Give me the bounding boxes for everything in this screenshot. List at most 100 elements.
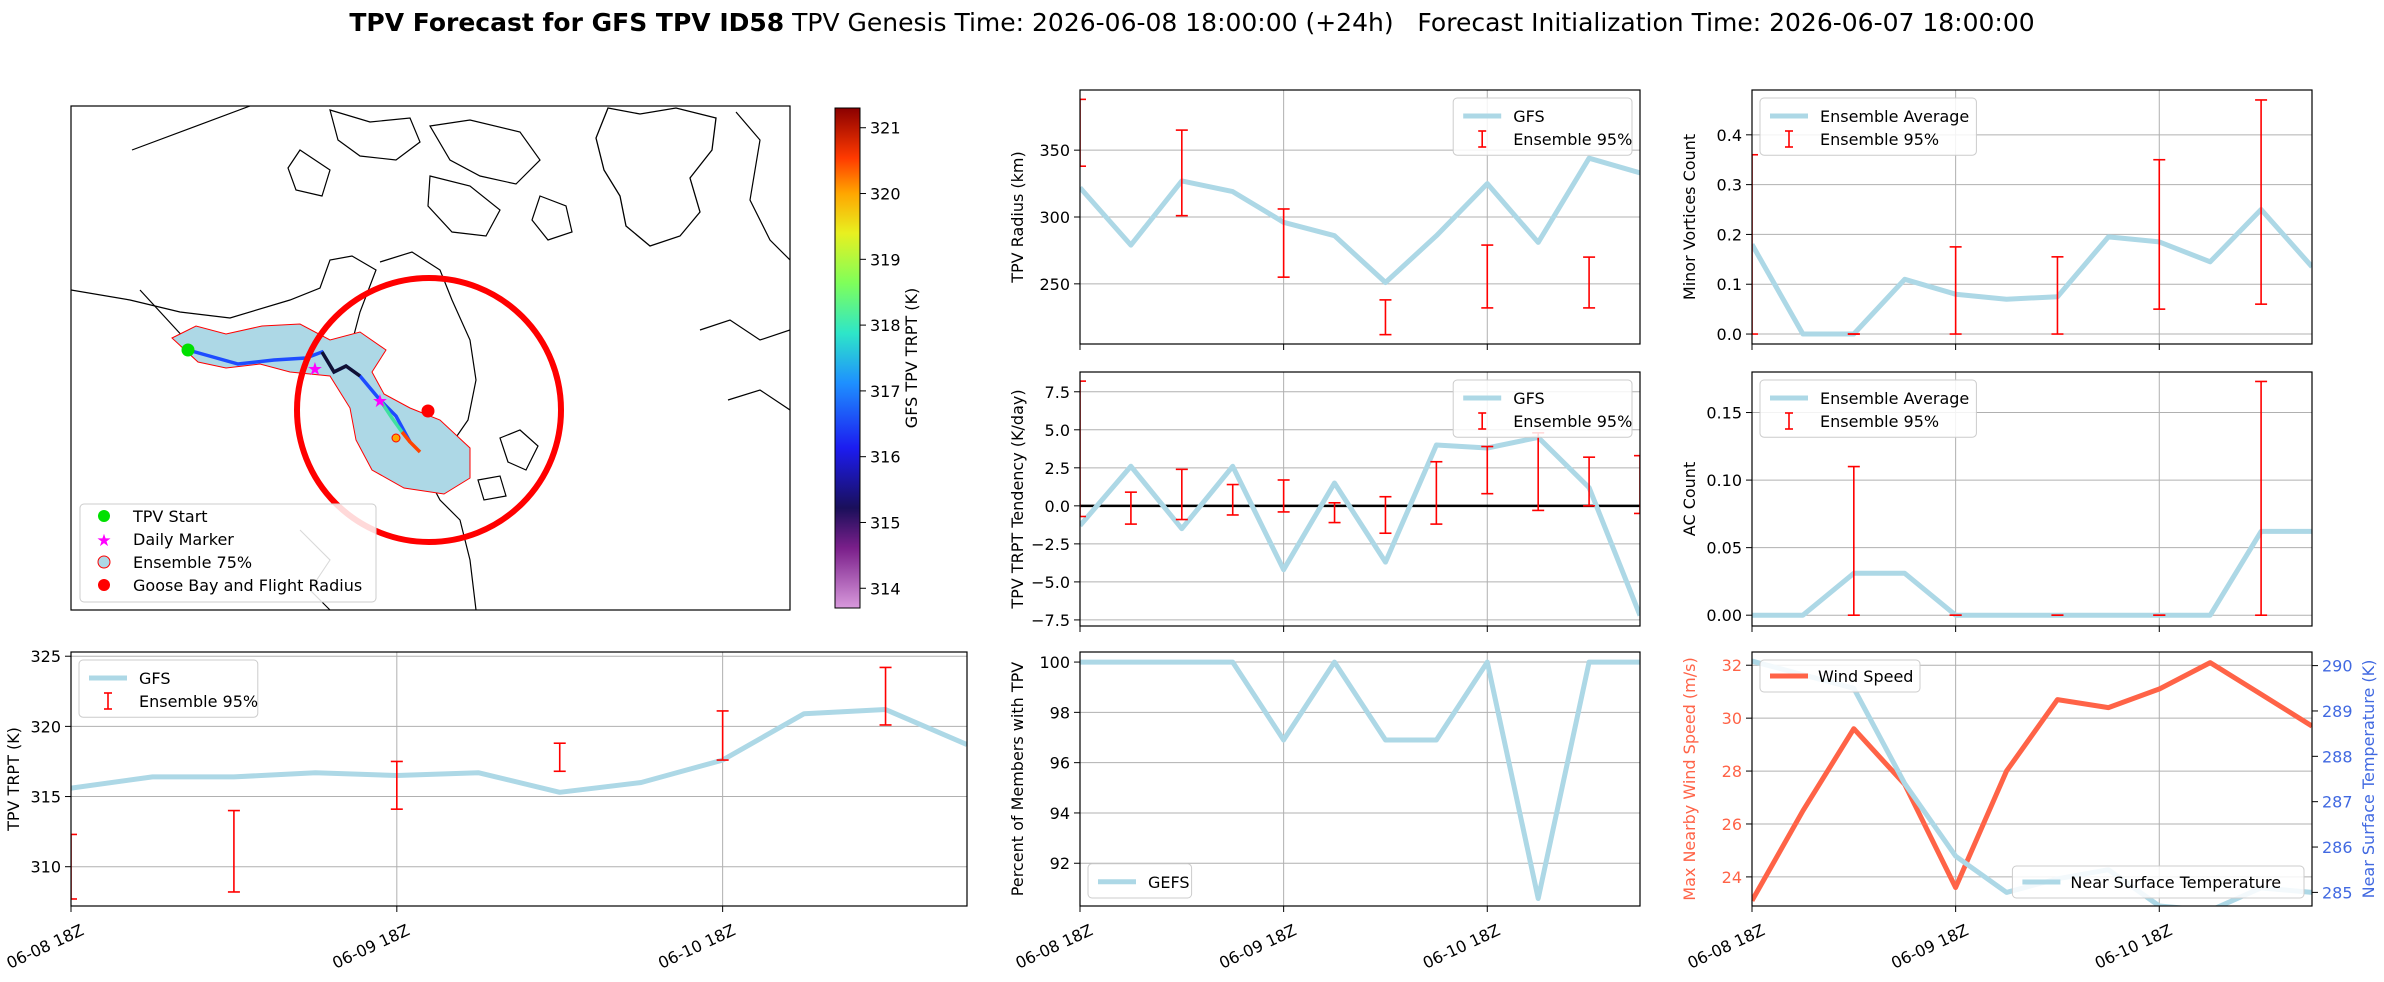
legend: GFS Ensemble 95%: [1452, 379, 1633, 438]
plot-area: [1752, 380, 2312, 618]
y-tick-label: 0.0: [1045, 497, 1070, 516]
y-tick-label: −2.5: [1031, 535, 1070, 554]
plot-area: [1080, 98, 1640, 336]
chart-radius: 250 300 350 TPV Radius (km) GFS Ensemble 95%: [1008, 89, 1641, 350]
legend-box: [1759, 659, 1921, 693]
axes-frame: [1079, 371, 1641, 627]
legend-temperature: Near Surface Temperature: [2011, 865, 2305, 899]
legend-ensemble-icon: [97, 555, 111, 569]
legend-label: Goose Bay and Flight Radius: [133, 576, 362, 595]
figure-title: TPV Forecast for GFS TPV ID58 TPV Genesi…: [349, 8, 2034, 37]
legend-box: [2011, 865, 2305, 899]
legend-label: Ensemble 95%: [1820, 130, 1939, 149]
y-tick-label: 2.5: [1045, 459, 1070, 478]
y-tick-label: 350: [1039, 141, 1070, 160]
plot-area: [1080, 659, 1640, 901]
chart-trpt: 310 315 320 325 06-08 18Z 06-09 18Z 06-10 18Z T…: [4, 647, 968, 973]
y2-tick-label: 286: [2322, 838, 2353, 857]
y-tick-label: 24: [1722, 868, 1742, 887]
x-tick-label: 06-09 18Z: [1216, 920, 1299, 972]
legend-box: [1759, 379, 1977, 438]
x-tick-label: 06-08 18Z: [1013, 920, 1096, 972]
y-axis-label: Percent of Members with TPV: [1008, 662, 1027, 896]
y2-tick-label: 290: [2322, 657, 2353, 676]
chart-wind: 24 26 28 30 32 06-08 18Z 06-09 18Z 06-10 18Z Max…: [1680, 651, 2378, 973]
legend-box: [1452, 97, 1633, 156]
y-tick-label: 320: [30, 717, 61, 736]
europe-coastline: [735, 111, 790, 261]
legend-box: [78, 659, 259, 718]
series-line-gefs: [1080, 659, 1640, 901]
map-panel: ★ ★ TPV Start ★ Daily Marker Ensemble 75…: [70, 105, 921, 611]
colorbar-ticks: 314 315 316 317 318 319 320 321: [860, 119, 901, 598]
chart-ac: 0.00 0.05 0.10 0.15 AC Count Ensemble Average…: [1680, 371, 2313, 632]
tpv-track-segment: [320, 351, 362, 378]
tpv-track-segment: [400, 430, 422, 454]
legend-box: [1759, 97, 1977, 156]
hudson-bay-coastline: [379, 251, 477, 447]
y-tick-label: 0.15: [1706, 404, 1742, 423]
y-tick-label: 250: [1039, 275, 1070, 294]
series-line-gfs: [1080, 155, 1640, 285]
title-rest: TPV Genesis Time: 2026-06-08 18:00:00 (+…: [791, 8, 2034, 37]
boundary-line: [131, 106, 251, 151]
legend-wind: Wind Speed: [1759, 659, 1921, 693]
north-america-coastline: [71, 255, 477, 610]
axes-frame: [1751, 651, 2313, 907]
colorbar-tick-label: 321: [870, 119, 901, 138]
y-tick-label: 98: [1050, 703, 1070, 722]
y-tick-label: 100: [1039, 653, 1070, 672]
series-line-ensemble-average: [1752, 528, 2312, 618]
legend: GFS Ensemble 95%: [78, 659, 259, 718]
y-tick-label: 300: [1039, 208, 1070, 227]
title-bold: TPV Forecast for GFS TPV ID58: [349, 8, 784, 37]
y-tick-label: 0.10: [1706, 471, 1742, 490]
colorbar: [834, 107, 861, 609]
axes-frame: [1079, 89, 1641, 345]
legend-goosebay-icon: [98, 579, 110, 591]
x-tick-label: 06-08 18Z: [1685, 920, 1768, 972]
legend-label: GFS: [1513, 107, 1544, 126]
y-axis-label: TPV TRPT Tendency (K/day): [1008, 389, 1027, 609]
y-tick-label: −5.0: [1031, 573, 1070, 592]
y-tick-label: 94: [1050, 804, 1070, 823]
y-tick-label: 92: [1050, 854, 1070, 873]
y-tick-label: 30: [1722, 709, 1742, 728]
tpv-track-segment: [378, 399, 404, 434]
arctic-island-coastline: [329, 109, 421, 161]
y-tick-label: 0.00: [1706, 606, 1742, 625]
x-tick-label: 06-10 18Z: [1420, 920, 1503, 972]
x-tick-label: 06-09 18Z: [329, 920, 412, 972]
europe-coastline: [699, 319, 790, 341]
series-line-gfs: [71, 707, 967, 795]
y-tick-label: 96: [1050, 754, 1070, 773]
legend-label: Wind Speed: [1818, 667, 1913, 686]
y-tick-label: 0.05: [1706, 539, 1742, 558]
legend-label: Ensemble 75%: [133, 553, 252, 572]
legend-box: [1087, 863, 1193, 899]
y-axis-label: TPV Radius (km): [1008, 151, 1027, 284]
y-axis-label: Minor Vortices Count: [1680, 134, 1699, 300]
y2-tick-label: 289: [2322, 702, 2353, 721]
legend-label: GEFS: [1148, 873, 1190, 892]
flight-radius-circle: [294, 275, 564, 545]
daily-marker-star: ★: [372, 391, 388, 412]
y-tick-label: 0.3: [1717, 176, 1742, 195]
y-tick-label: 32: [1722, 656, 1742, 675]
y2-tick-label: 285: [2322, 883, 2353, 902]
series-line-gfs: [1080, 434, 1640, 617]
maritime-coastline: [477, 475, 507, 501]
boundary-line: [139, 289, 187, 341]
colorbar-tick-label: 316: [870, 448, 901, 467]
colorbar-tick-label: 317: [870, 382, 901, 401]
x-tick-label: 06-08 18Z: [4, 920, 87, 972]
colorbar-label: GFS TPV TRPT (K): [902, 288, 921, 428]
y-tick-label: 310: [30, 858, 61, 877]
arctic-island-coastline: [531, 195, 573, 241]
colorbar-tick-label: 319: [870, 250, 901, 269]
x-tick-label: 06-09 18Z: [1888, 920, 1971, 972]
y2-tick-label: 287: [2322, 793, 2353, 812]
map-legend-box: [79, 503, 377, 603]
colorbar-tick-label: 320: [870, 185, 901, 204]
